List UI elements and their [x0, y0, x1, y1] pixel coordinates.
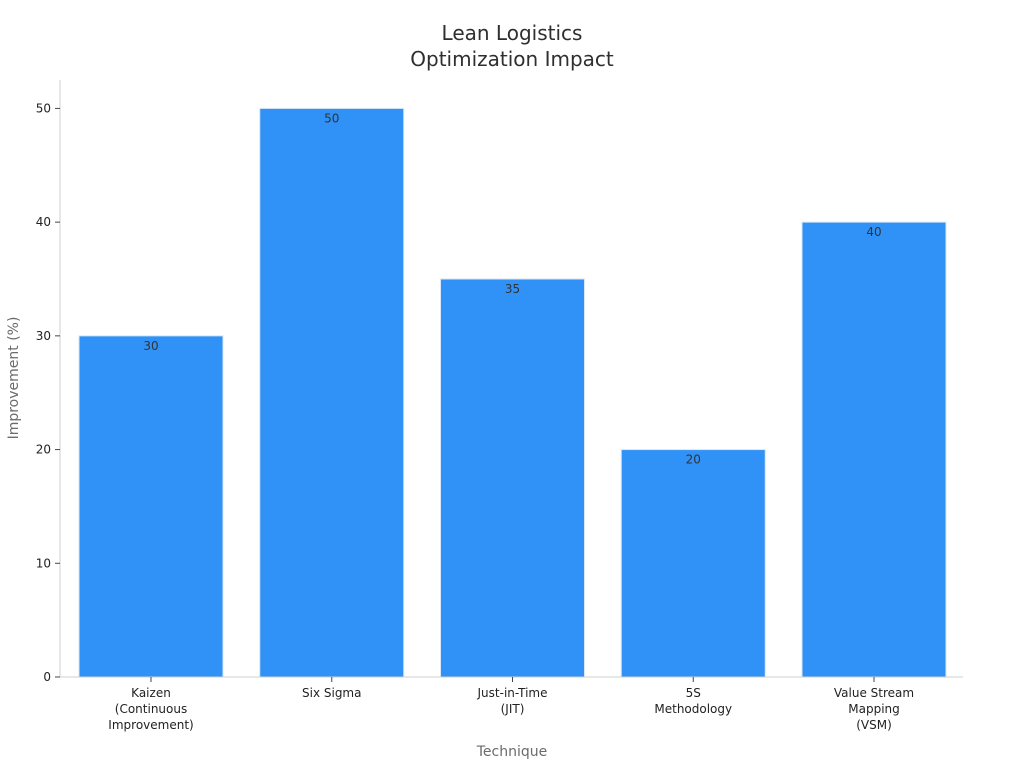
y-tick-label-4: 40: [36, 215, 51, 229]
y-tick-label-2: 20: [36, 443, 51, 457]
bar-2: [440, 278, 585, 678]
x-axis-ticks: Kaizen (Continuous Improvement) Six Sigma Ju…: [108, 677, 914, 732]
x-tick-label-2-line-0: Just-in-Time: [477, 686, 548, 700]
x-tick-label-4-line-2: (VSM): [856, 718, 892, 732]
x-tick-label-1-line-0: Six Sigma: [302, 686, 361, 700]
data-label-4: 40: [866, 225, 881, 239]
data-label-3: 20: [686, 453, 701, 467]
x-axis-title: Technique: [476, 744, 548, 760]
y-tick-label-1: 10: [36, 556, 51, 570]
x-tick-label-0-line-2: Improvement): [108, 718, 193, 732]
x-tick-label-2: Just-in-Time (JIT): [477, 686, 548, 716]
chart-title-line-1: Lean Logistics: [442, 21, 583, 45]
bars-group: [78, 107, 947, 678]
chart-title: Lean Logistics Optimization Impact: [410, 21, 614, 71]
x-tick-label-4-line-1: Mapping: [848, 702, 900, 716]
y-tick-label-5: 50: [36, 101, 51, 115]
data-label-2: 35: [505, 282, 520, 296]
x-tick-label-4-line-0: Value Stream: [834, 686, 914, 700]
x-tick-label-0: Kaizen (Continuous Improvement): [108, 686, 193, 732]
x-tick-label-3: 5S Methodology: [654, 686, 732, 716]
x-tick-label-2-line-1: (JIT): [501, 702, 525, 716]
x-tick-label-0-line-0: Kaizen: [131, 686, 171, 700]
data-label-1: 50: [324, 111, 339, 125]
y-tick-label-3: 30: [36, 329, 51, 343]
bar-1: [259, 107, 405, 678]
bar-4: [801, 221, 947, 678]
data-labels-group: 30 50 35 20 40: [143, 111, 881, 466]
x-tick-label-0-line-1: (Continuous: [115, 702, 187, 716]
bar-3: [620, 449, 766, 678]
x-tick-label-3-line-1: Methodology: [654, 702, 732, 716]
y-tick-label-0: 0: [43, 670, 51, 684]
y-axis-ticks: 0 10 20 30 40 50: [36, 101, 60, 684]
y-axis-title: Improvement (%): [6, 317, 22, 440]
data-label-0: 30: [143, 339, 158, 353]
x-tick-label-3-line-0: 5S: [686, 686, 701, 700]
chart-title-line-2: Optimization Impact: [410, 47, 614, 71]
bar-0: [78, 335, 224, 678]
x-tick-label-4: Value Stream Mapping (VSM): [834, 686, 914, 732]
x-tick-label-1: Six Sigma: [302, 686, 361, 700]
